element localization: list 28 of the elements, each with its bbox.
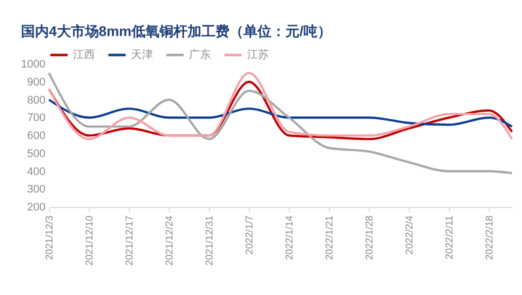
x-tick-label: 2021/12/3	[44, 215, 56, 260]
x-tick-label: 2022/1/14	[284, 215, 296, 260]
line-series	[48, 72, 514, 174]
legend-label: 广东	[189, 48, 211, 61]
legend-label: 天津	[131, 48, 153, 61]
x-tick-label: 2022/2/18	[484, 215, 496, 260]
y-tick-label: 600	[27, 130, 46, 142]
x-tick-label: 2022/2/11	[444, 215, 456, 260]
x-tick-label: 2021/12/24	[164, 215, 176, 266]
x-tick-label: 2021/12/10	[84, 215, 96, 266]
y-tick-label: 200	[27, 202, 46, 214]
x-tick-label: 2022/1/21	[324, 215, 336, 260]
legend-label: 江西	[73, 49, 95, 61]
y-tick-label: 300	[27, 184, 46, 196]
x-tick-label: 2022/1/7	[244, 215, 256, 254]
y-tick-label: 700	[27, 112, 46, 124]
y-tick-label: 400	[27, 166, 46, 178]
y-tick-label: 800	[27, 94, 46, 106]
x-tick-label: 2021/12/17	[124, 215, 136, 266]
y-tick-label: 500	[27, 148, 46, 160]
legend-label: 江苏	[247, 48, 269, 61]
y-tick-label: 1000	[21, 58, 46, 70]
x-tick-label: 2022/1/28	[364, 215, 376, 260]
x-tick-label: 2021/12/31	[204, 215, 216, 266]
line-series	[48, 98, 514, 128]
chart-title: 国内4大市场8mm低氧铜杆加工费（单位：元/吨）	[21, 23, 332, 39]
y-tick-label: 900	[27, 76, 46, 88]
x-tick-label: 2022/2/4	[404, 215, 416, 254]
